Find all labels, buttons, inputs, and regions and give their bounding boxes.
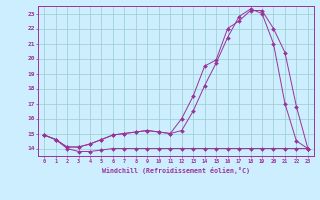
- X-axis label: Windchill (Refroidissement éolien,°C): Windchill (Refroidissement éolien,°C): [102, 167, 250, 174]
